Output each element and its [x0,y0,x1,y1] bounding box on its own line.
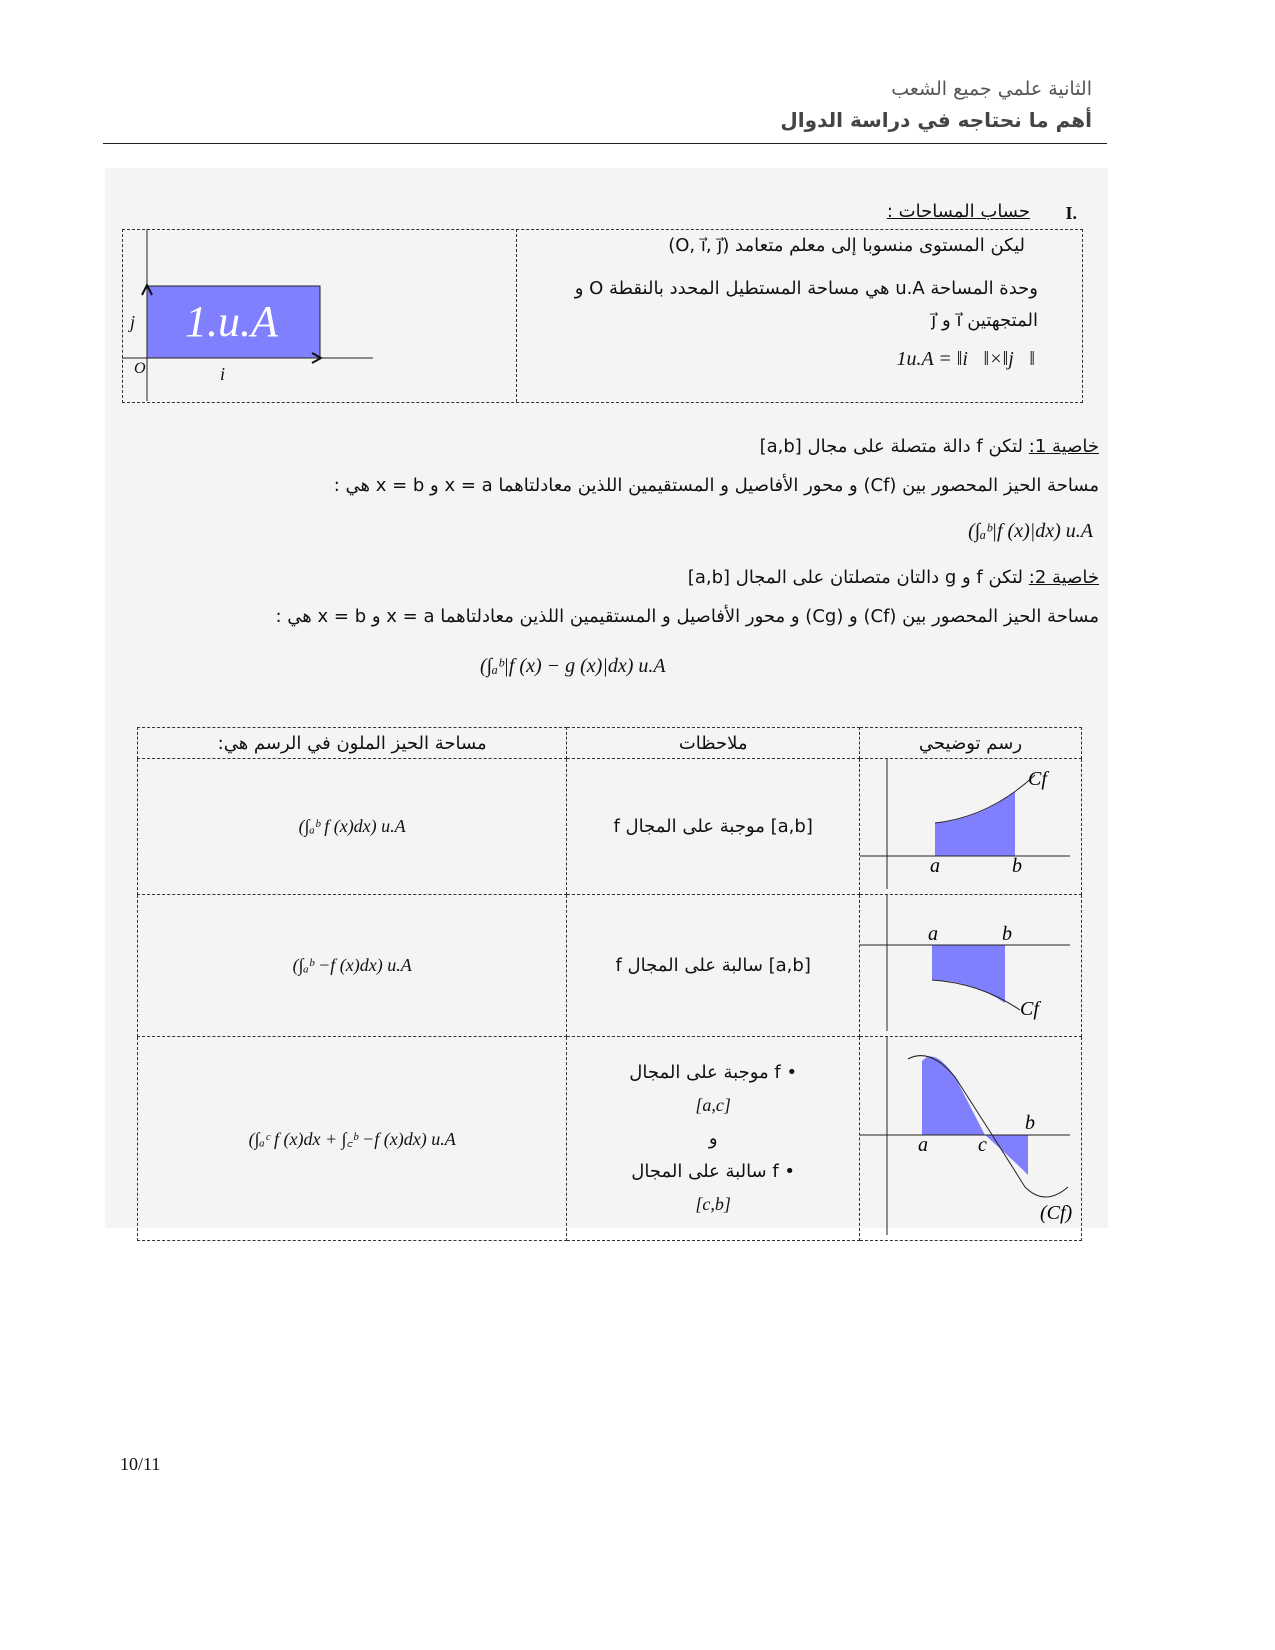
header-title: أهم ما نحتاجه في دراسة الدوال [780,108,1092,132]
header-divider [103,143,1107,144]
intro-box-divider [516,229,517,402]
i-label: i⃗ [220,364,240,384]
area-formula: (∫ₐᵇ −f (x)dx) u.A [136,894,568,1037]
illustration: a b Cf [858,894,1083,1037]
table-row: (∫ₐᵇ −f (x)dx) u.A f سالبة على المجال [a… [136,894,1083,1037]
and-word: و [708,1128,718,1149]
curve-cf [934,774,1036,824]
shaded-area [931,945,1005,1003]
area-formula: (∫ₐᶜ f (x)dx + ∫꜀ᵇ −f (x)dx) u.A [136,1036,568,1241]
label-curve: (Cf) [1040,1202,1073,1224]
property-2-line-2: مساحة الحيز المحصور بين (Cf) و (Cg) و مح… [275,606,1099,627]
property-1-line-2: مساحة الحيز المحصور بين (Cf) و محور الأف… [333,475,1099,496]
intro-line-2: وحدة المساحة u.A هي مساحة المستطيل المحد… [574,278,1038,299]
label-a: a [930,855,940,877]
sign-change-graph: a c b (Cf) [859,1037,1073,1235]
table-header-row: مساحة الحيز الملون في الرسم هي: ملاحظات … [136,727,1083,759]
property-2-text: لتكن f و g دالتان متصلتان على المجال [a,… [687,567,1024,588]
illustration: a b Cf [858,758,1083,895]
section-title: حساب المساحات : [887,201,1030,222]
label-b: b [1025,1112,1035,1134]
intro-box [122,229,1083,403]
header-illustration: رسم توضيحي [858,727,1083,759]
label-b: b [1002,923,1012,945]
curve-cf [931,979,1021,1011]
curve-cf [907,1055,1069,1198]
property-1-text: لتكن f دالة متصلة على مجال [a,b] [759,436,1024,457]
shaded-area-negative [984,1135,1028,1175]
origin-label: O [134,360,146,377]
note: • f موجبة على المجال [a,c] و • f سالبة ع… [566,1036,860,1241]
illustration: a c b (Cf) [858,1036,1083,1241]
header-level: الثانية علمي جميع الشعب [891,78,1092,100]
shaded-area-positive [921,1056,985,1135]
table-row: (∫ₐᶜ f (x)dx + ∫꜀ᵇ −f (x)dx) u.A • f موج… [136,1036,1083,1241]
note: f سالبة على المجال [a,b] [566,894,860,1037]
unit-rectangle [146,285,321,359]
area-cases-table: مساحة الحيز الملون في الرسم هي: ملاحظات … [136,727,1083,1241]
unit-area-diagram [122,229,373,401]
header-notes: ملاحظات [566,727,860,759]
property-1-formula: (∫ₐᵇ|f (x)|dx) u.A [968,520,1093,542]
note-negative: • f سالبة على المجال [631,1161,796,1182]
positive-area-graph: a b Cf [859,759,1070,889]
unit-rect-label: 1.u.A [185,297,278,346]
property-2-label: خاصية 2: [1028,567,1099,588]
note-positive-text: f موجبة على المجال [629,1062,781,1083]
property-1-label: خاصية 1: [1028,436,1099,457]
area-formula: (∫ₐᵇ f (x)dx) u.A [136,758,568,895]
interval-ac: [a,c] [695,1095,731,1115]
section-number: I. [1065,203,1077,223]
note: f موجبة على المجال [a,b] [566,758,860,895]
label-b: b [1012,855,1022,877]
label-curve: Cf [1028,768,1049,790]
section-title-text: حساب المساحات : [886,201,1030,222]
note-negative-text: f سالبة على المجال [631,1161,779,1182]
j-arrow-icon [141,282,153,296]
property-2-formula: (∫ₐᵇ|f (x) − g (x)|dx) u.A [480,655,666,677]
shaded-area [934,791,1015,856]
label-a: a [928,923,938,945]
note-positive: • f موجبة على المجال [629,1062,798,1083]
interval-cb: [c,b] [695,1194,731,1214]
table-row: (∫ₐᵇ f (x)dx) u.A f موجبة على المجال [a,… [136,758,1083,895]
intro-line-3: المتجهتين i⃗ و j⃗ [931,310,1038,331]
label-a: a [918,1134,928,1156]
label-curve: Cf [1020,998,1041,1020]
intro-line-1: ليكن المستوى منسوبا إلى معلم متعامد (O, … [668,235,1025,256]
j-label: j⃗ [130,312,150,332]
property-1-line-1: خاصية 1: لتكن f دالة متصلة على مجال [a,b… [760,436,1099,457]
intro-formula: 1u.A = ‖i⃗‖×‖j⃗‖ [896,348,1035,370]
i-arrow-icon [311,352,324,364]
header-area: مساحة الحيز الملون في الرسم هي: [136,727,568,759]
page-number: 10/11 [120,1454,161,1474]
negative-area-graph: a b Cf [859,895,1070,1031]
label-c: c [978,1134,987,1156]
property-2-line-1: خاصية 2: لتكن f و g دالتان متصلتان على ا… [688,567,1099,588]
